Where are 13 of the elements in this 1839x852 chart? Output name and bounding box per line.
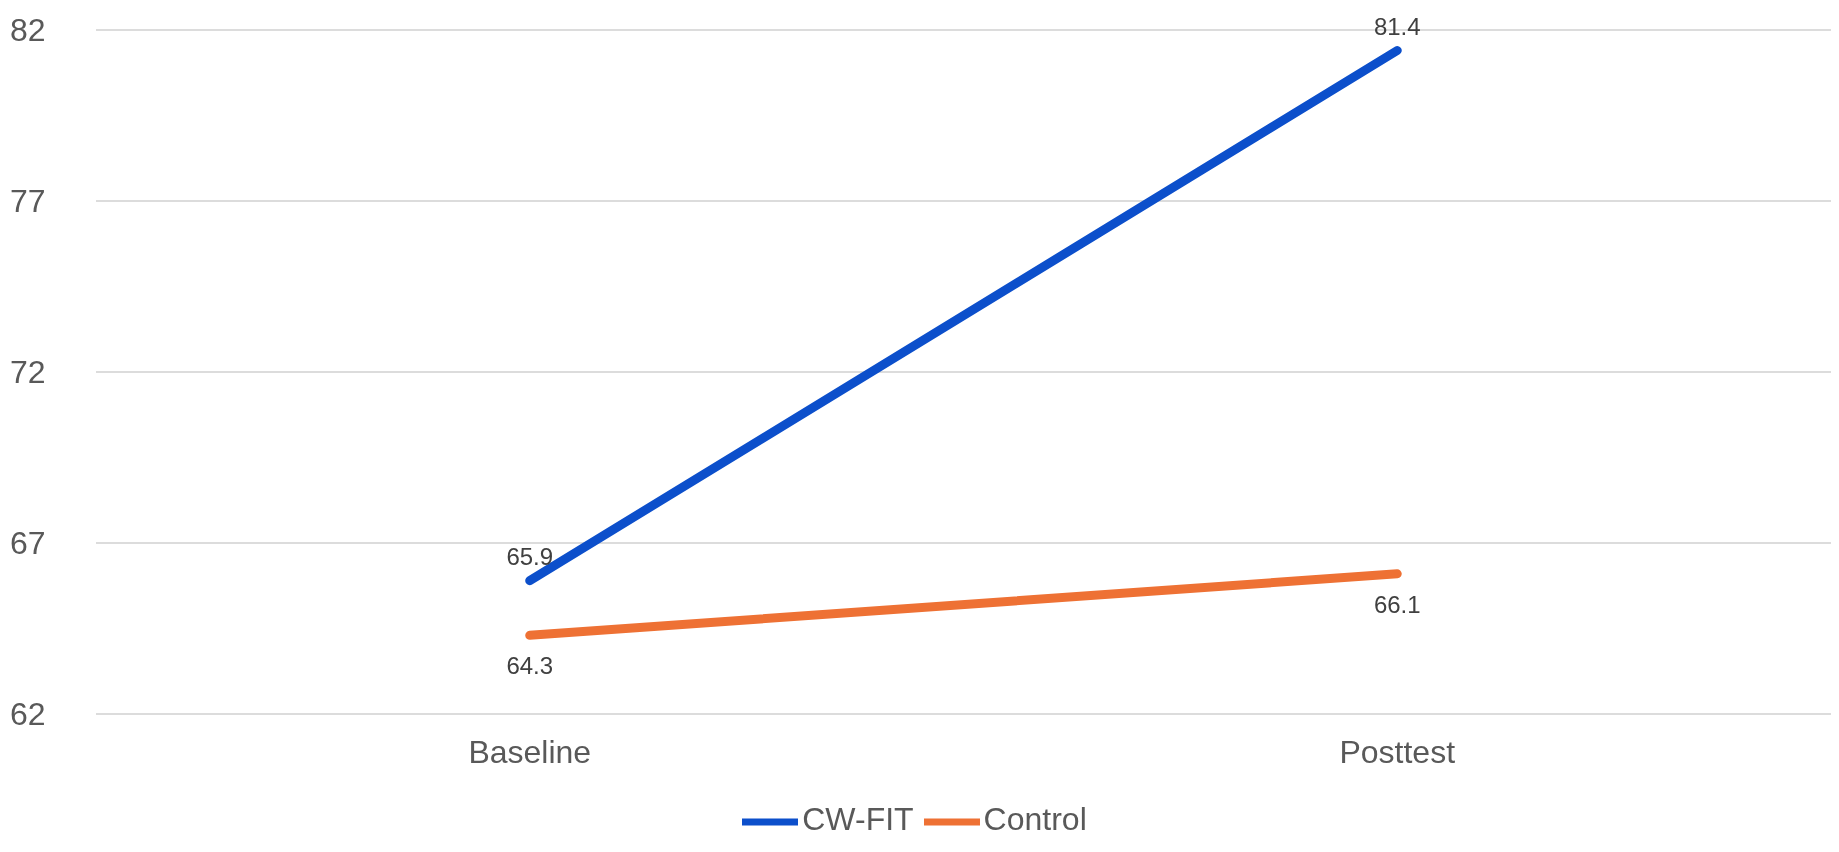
y-tick-label: 82: [10, 12, 46, 49]
legend-label: Control: [983, 801, 1087, 838]
legend-label: CW-FIT: [802, 801, 914, 838]
x-tick-label: Baseline: [468, 733, 592, 770]
y-tick-label: 62: [10, 696, 46, 733]
data-label: 66.1: [1373, 590, 1421, 618]
y-tick-label: 72: [10, 354, 46, 391]
y-tick-label: 77: [10, 183, 46, 220]
x-tick-label: Posttest: [1339, 733, 1456, 770]
data-label: 64.3: [506, 652, 554, 680]
data-label: 65.9: [506, 542, 554, 570]
data-label: 81.4: [1373, 12, 1421, 40]
y-tick-label: 67: [10, 525, 46, 562]
